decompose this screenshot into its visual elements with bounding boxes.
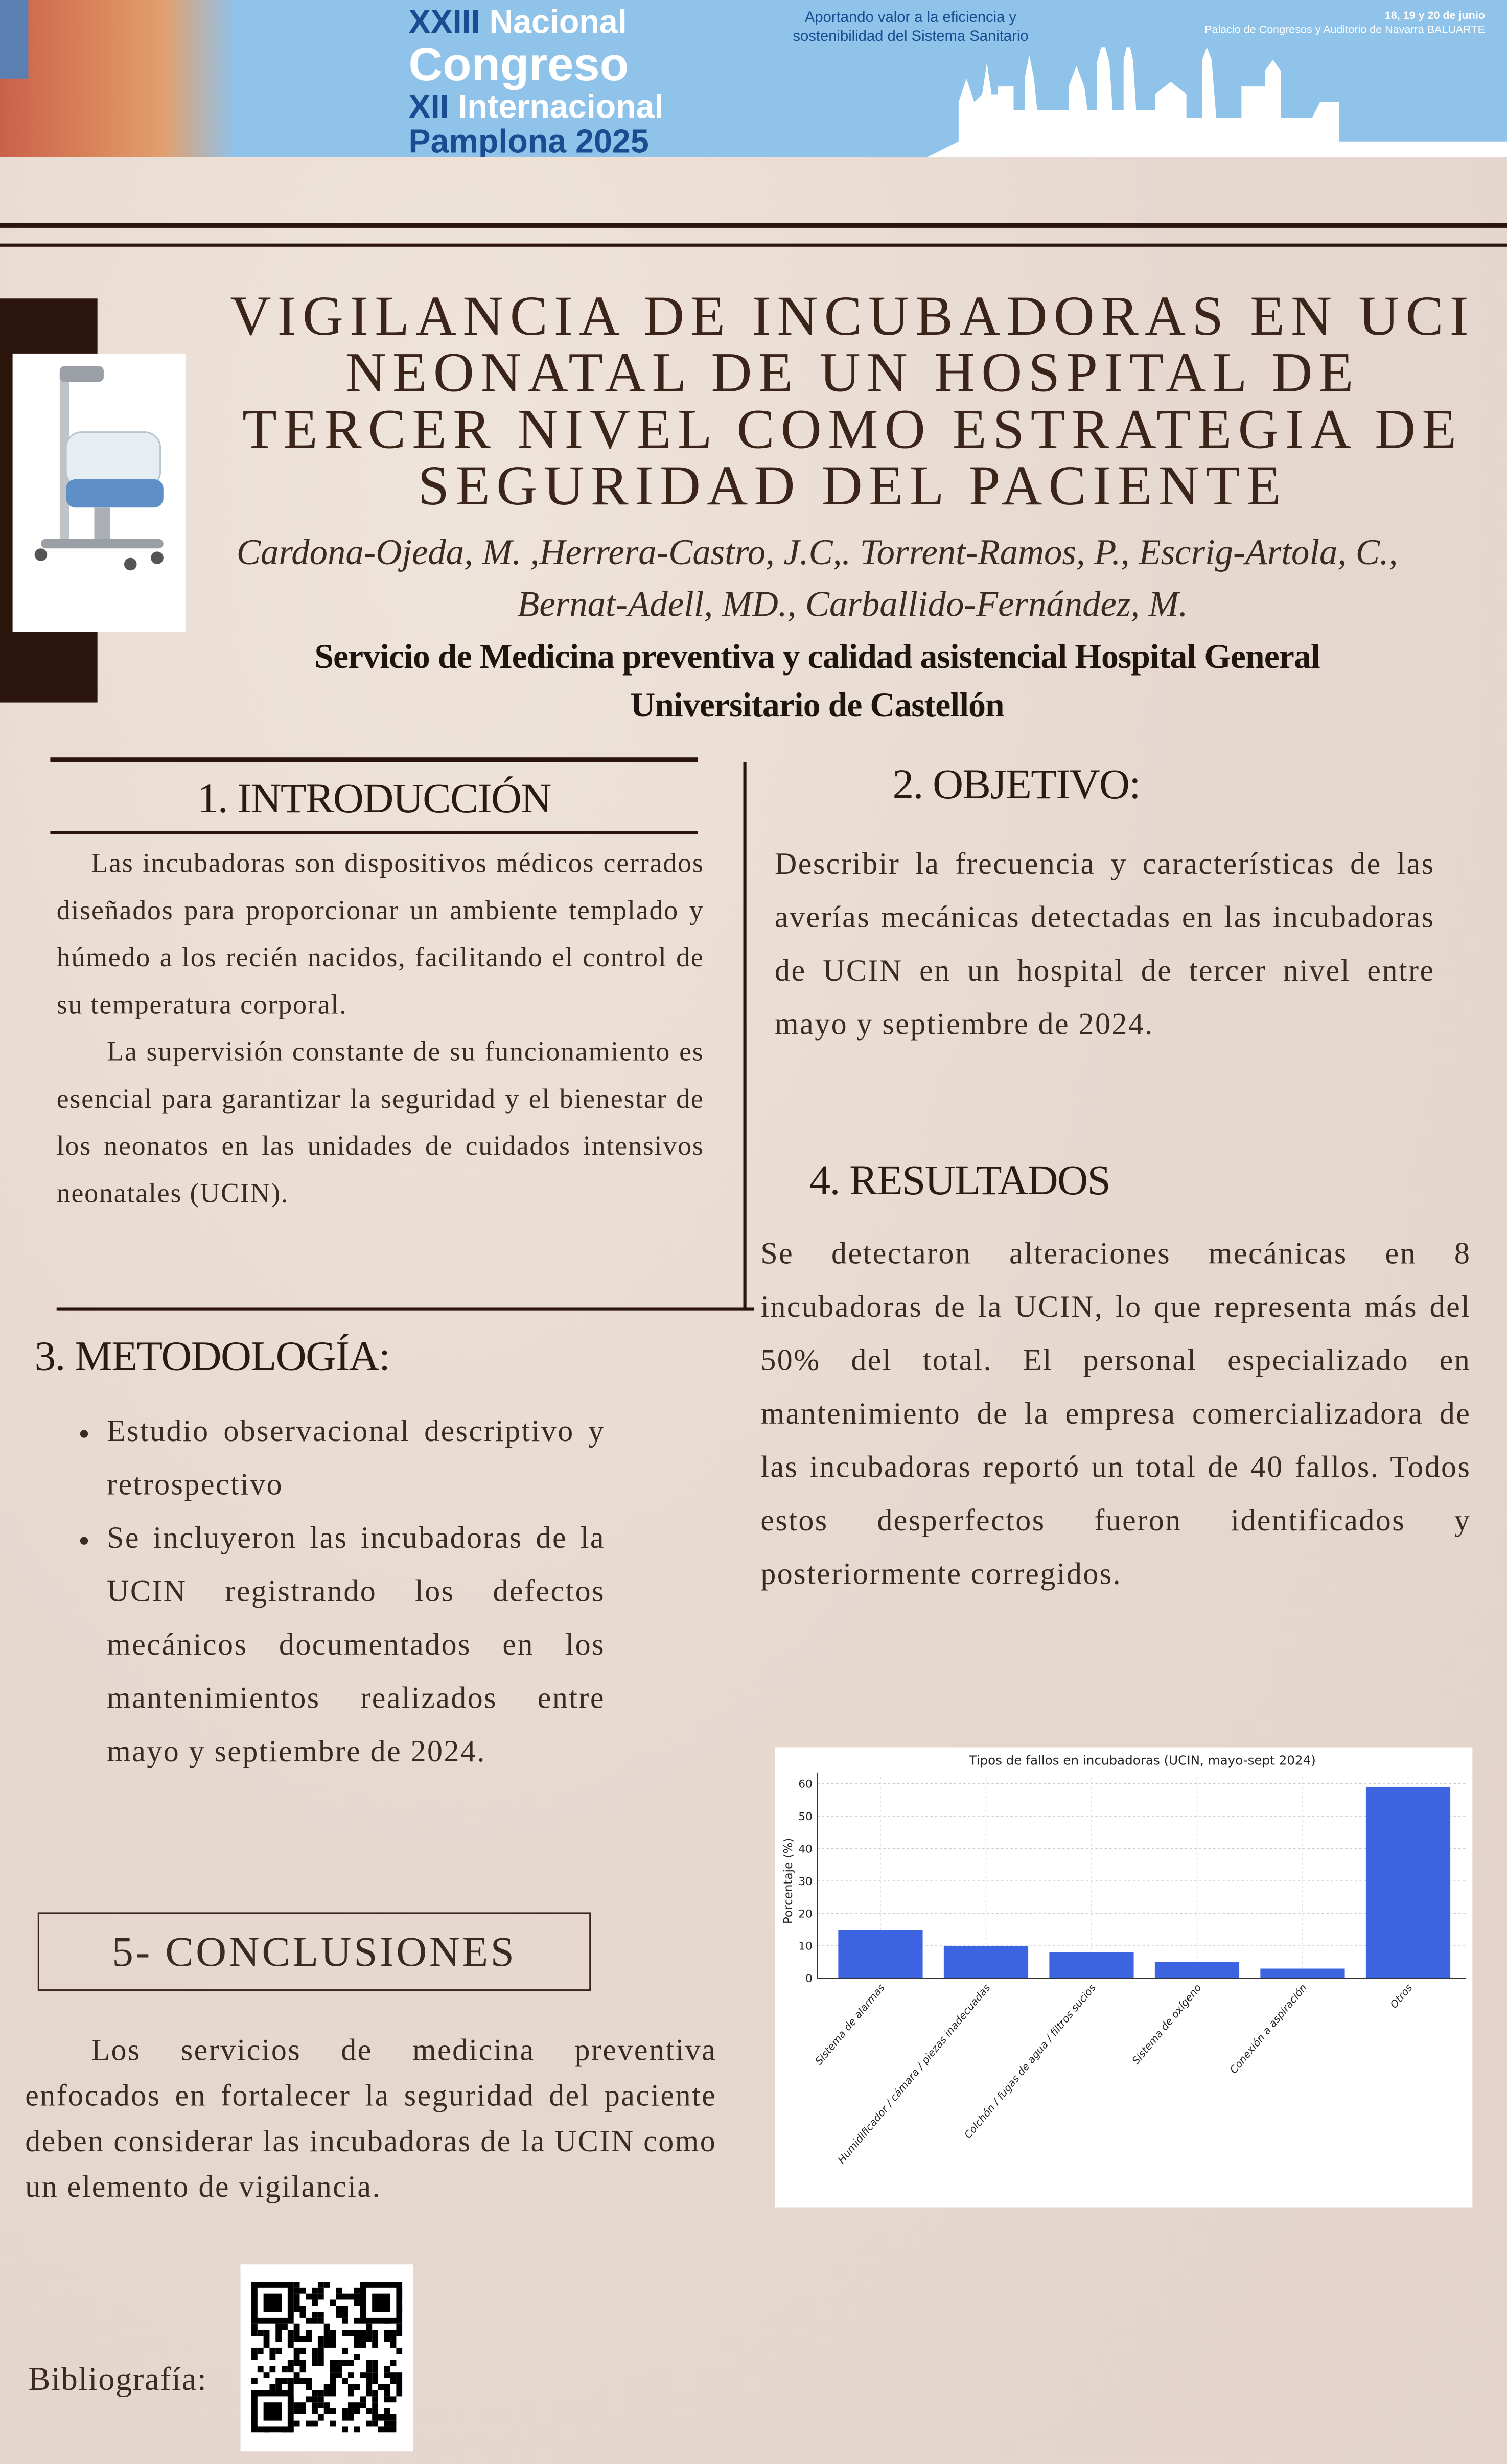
affiliation: Servicio de Medicina preventiva y calida… bbox=[314, 636, 1320, 725]
qr-code[interactable] bbox=[240, 2264, 413, 2452]
y-tick-label: 40 bbox=[798, 1843, 812, 1855]
divider bbox=[50, 831, 698, 834]
y-tick-label: 60 bbox=[798, 1778, 812, 1791]
y-tick-label: 10 bbox=[798, 1940, 812, 1953]
objective-heading: 2. OBJETIVO: bbox=[892, 760, 1141, 808]
qr-code-icon bbox=[251, 2282, 403, 2433]
bar bbox=[943, 1946, 1029, 1979]
results-heading: 4. RESULTADOS bbox=[809, 1156, 1111, 1204]
chart-title: Tipos de fallos en incubadoras (UCIN, ma… bbox=[968, 1753, 1315, 1768]
divider bbox=[56, 1307, 755, 1311]
conclusions-text: Los servicios de medicina preventiva enf… bbox=[25, 2035, 717, 2205]
y-tick-label: 20 bbox=[798, 1908, 812, 1920]
bar bbox=[1365, 1786, 1451, 1979]
methods-list: Estudio observacional descriptivo y retr… bbox=[79, 1406, 605, 1780]
bibliography-label: Bibliografía: bbox=[28, 2360, 207, 2398]
skyline-silhouette bbox=[927, 47, 1507, 157]
city-photo bbox=[0, 0, 236, 157]
y-tick-label: 30 bbox=[798, 1875, 812, 1888]
intro-heading: 1. INTRODUCCIÓN bbox=[197, 775, 551, 822]
bar bbox=[1260, 1968, 1345, 1979]
y-tick-label: 0 bbox=[805, 1972, 813, 1985]
x-tick-label: Conexión a aspiración bbox=[1227, 1982, 1309, 2076]
conclusions-heading: 5- CONCLUSIONES bbox=[37, 1912, 591, 1991]
column-divider bbox=[743, 762, 746, 1309]
banner-dates: 18, 19 y 20 de junio Palacio de Congresos… bbox=[1204, 11, 1485, 36]
banner-tagline: Aportando valor a la eficiencia y sosten… bbox=[793, 9, 1029, 46]
x-tick-label: Sistema de oxígeno bbox=[1129, 1982, 1203, 2067]
objective-text: Describir la frecuencia y característica… bbox=[775, 848, 1435, 1042]
bar bbox=[1154, 1962, 1240, 1979]
poster-title: VIGILANCIA DE INCUBADORAS EN UCI NEONATA… bbox=[230, 284, 1475, 517]
intro-text: Las incubadoras son dispositivos médicos… bbox=[56, 847, 704, 1208]
methods-bullet: Estudio observacional descriptivo y retr… bbox=[107, 1406, 605, 1513]
congress-banner: XXIII Nacional Congreso XII Internaciona… bbox=[0, 0, 1507, 157]
bar bbox=[838, 1930, 923, 1979]
authors: Cardona-Ojeda, M. ,Herrera-Castro, J.C,.… bbox=[236, 532, 1398, 624]
bar bbox=[1049, 1952, 1134, 1979]
divider bbox=[50, 757, 698, 762]
divider bbox=[0, 223, 1507, 228]
x-tick-label: Otros bbox=[1387, 1982, 1415, 2011]
divider bbox=[0, 243, 1507, 247]
incubator-image bbox=[12, 353, 186, 632]
y-axis-label: Porcentaje (%) bbox=[782, 1838, 795, 1924]
x-tick-label: Sistema de alarmas bbox=[813, 1982, 887, 2067]
incubator-icon bbox=[34, 366, 164, 571]
y-tick-label: 50 bbox=[798, 1810, 812, 1823]
congress-logo-text: XXIII Nacional Congreso XII Internaciona… bbox=[408, 5, 664, 157]
results-text: Se detectaron alteraciones mecánicas en … bbox=[760, 1238, 1471, 1592]
methods-heading: 3. METODOLOGÍA: bbox=[34, 1332, 390, 1380]
methods-bullet: Se incluyeron las incubadoras de la UCIN… bbox=[107, 1513, 605, 1780]
failure-types-chart: Tipos de fallos en incubadoras (UCIN, ma… bbox=[775, 1747, 1473, 2208]
x-tick-label: Colchón / fugas de agua / filtros sucios bbox=[962, 1982, 1098, 2141]
